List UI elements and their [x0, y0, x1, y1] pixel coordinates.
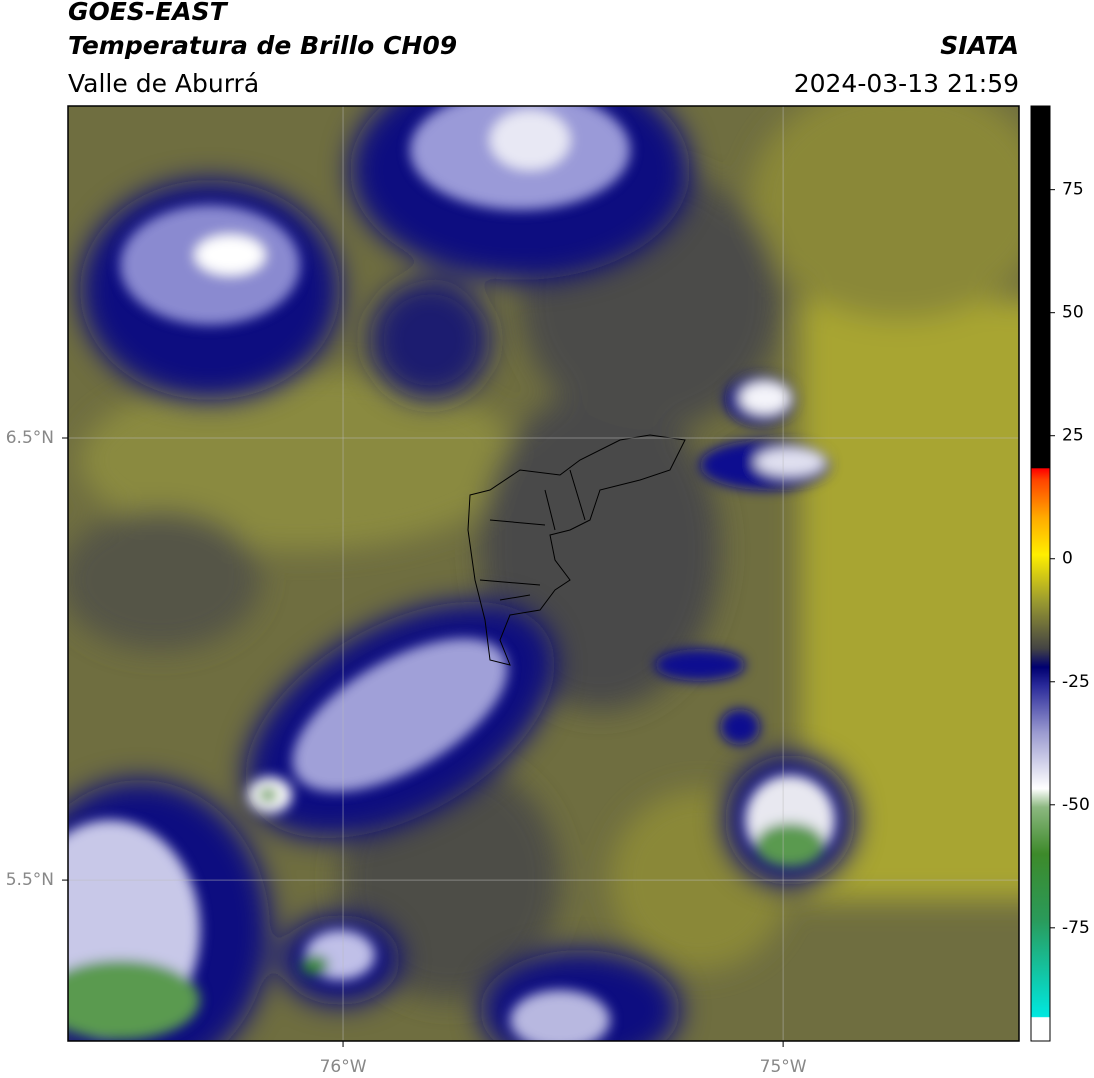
title: GOES-EAST	[68, 0, 229, 26]
colorbar-tick-label: -50	[1062, 795, 1090, 815]
colorbar	[1030, 105, 1051, 1042]
colorbar-tick-label: 75	[1062, 180, 1084, 200]
colorbar-tick-label: 50	[1062, 303, 1084, 323]
colorbar-tick-label: 25	[1062, 426, 1084, 446]
municipality-boundaries	[467, 434, 686, 666]
subtitle: Temperatura de Brillo CH09	[68, 31, 457, 60]
map-image	[68, 106, 1019, 1041]
region: Valle de Aburrá	[68, 69, 259, 98]
lat-label: 6.5°N	[6, 428, 54, 448]
colorbar-tick-label: -75	[1062, 918, 1090, 938]
graticule: 6.5°N 5.5°N 76°W 75°W	[6, 106, 1019, 1077]
colorbar-ticks: 75 50 25 0 -25 -50 -75	[1050, 180, 1090, 938]
map-frame	[67, 105, 1020, 1042]
lon-label: 76°W	[320, 1057, 367, 1077]
colorbar-tick-label: 0	[1062, 549, 1073, 569]
lon-label: 75°W	[760, 1057, 807, 1077]
datetime: 2024-03-13 21:59	[794, 69, 1019, 98]
colorbar-tick-label: -25	[1062, 672, 1090, 692]
lat-label: 5.5°N	[6, 870, 54, 890]
source: SIATA	[940, 31, 1019, 60]
